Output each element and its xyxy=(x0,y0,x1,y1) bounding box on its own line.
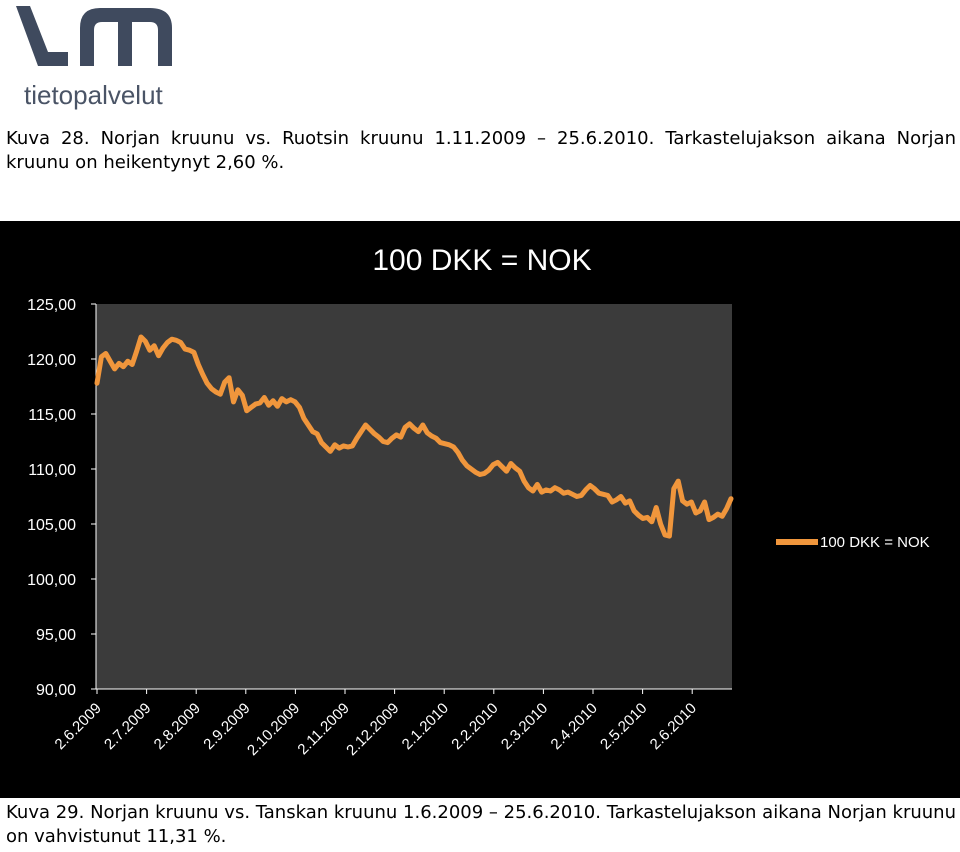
chart-title: 100 DKK = NOK xyxy=(372,244,591,277)
y-tick-label: 95,00 xyxy=(36,627,76,644)
company-logo: tietopalvelut xyxy=(10,0,180,112)
legend: 100 DKK = NOK xyxy=(776,534,930,551)
logo-text: tietopalvelut xyxy=(24,80,164,110)
legend-entry: 100 DKK = NOK xyxy=(820,534,930,551)
series-line-0 xyxy=(94,334,734,539)
caption-bottom: Kuva 29. Norjan kruunu vs. Tanskan kruun… xyxy=(6,802,956,847)
y-tick-label: 110,00 xyxy=(28,462,76,479)
plot-area xyxy=(96,304,732,689)
chart: 100 DKK = NOK 90,00 95,00 100,00 105,00 110,… xyxy=(0,221,960,798)
logo-mark-l xyxy=(16,6,68,66)
series-group xyxy=(94,334,734,539)
y-tick-label: 100,00 xyxy=(27,572,76,589)
caption-top: Kuva 28. Norjan kruunu vs. Ruotsin kruun… xyxy=(6,128,956,173)
y-tick-label: 90,00 xyxy=(36,682,76,699)
y-tick-label: 120,00 xyxy=(27,352,76,369)
y-tick-label: 105,00 xyxy=(27,517,76,534)
y-tick-label: 125,00 xyxy=(27,297,76,314)
logo-mark-m xyxy=(80,8,172,66)
y-axis: 90,00 95,00 100,00 105,00 110,00 115,00 120,00… xyxy=(27,297,96,699)
y-tick-label: 115,00 xyxy=(28,407,76,424)
